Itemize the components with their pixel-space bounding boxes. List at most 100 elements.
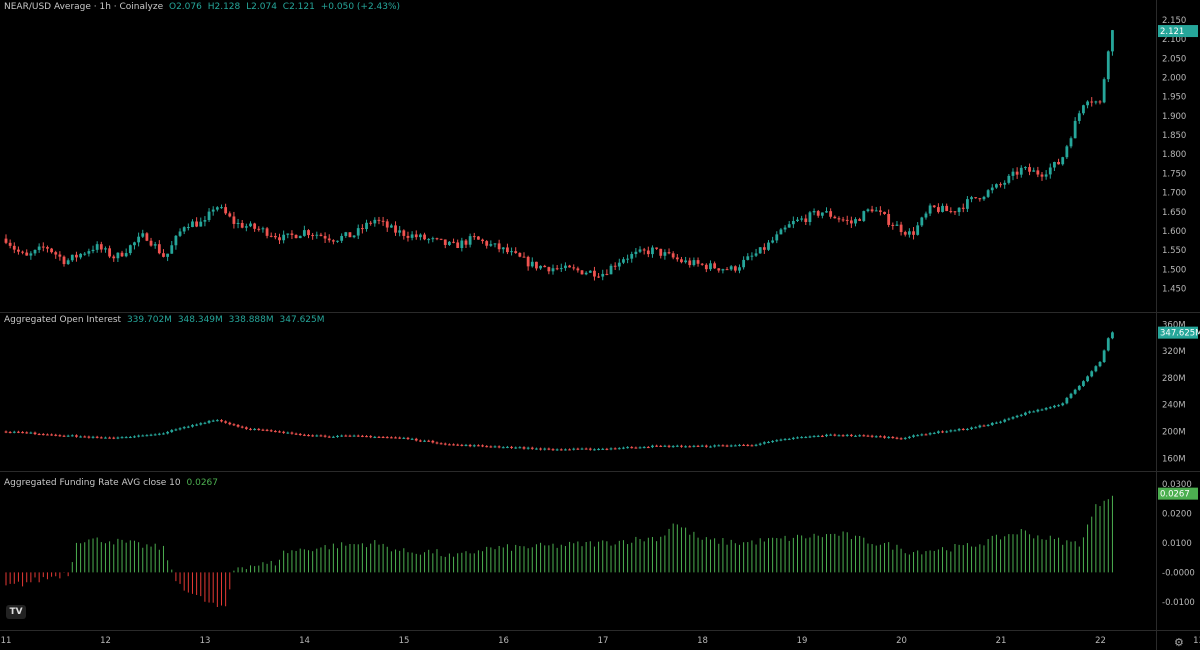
candle-body [559, 268, 563, 270]
candle-body [907, 231, 911, 235]
open-value: O2.076 [168, 2, 202, 12]
candle-body [825, 211, 828, 213]
oi-candle-body [866, 435, 870, 437]
oi-candle-body [530, 447, 534, 449]
candle-body [253, 223, 257, 229]
gear-icon[interactable]: ⚙ [1174, 636, 1184, 649]
oi-candle-body [878, 436, 882, 438]
candle-body [928, 205, 932, 214]
candle-body [273, 235, 277, 238]
oi-candle-body [630, 447, 634, 449]
funding-rate-pane[interactable]: Aggregated Funding Rate AVG close 10 0.0… [0, 472, 1200, 630]
candle-body [340, 235, 344, 241]
oi-candle-body [936, 431, 940, 433]
oi-candle-body [762, 442, 766, 444]
oi-candle-body [369, 436, 373, 438]
funding-rate-chart[interactable]: 0.0300 0.0200 0.0100 -0.0000 -0.0100 0.0267 [0, 472, 1200, 630]
oi-candle-body [302, 434, 306, 436]
pane-separator[interactable] [0, 471, 1200, 472]
candle-body [327, 238, 331, 241]
candle-body [617, 262, 621, 267]
candle-body [870, 209, 874, 212]
oi-candle-body [593, 449, 596, 451]
candle-body [593, 270, 596, 277]
oi-candle-body [796, 437, 799, 439]
candle-body [961, 207, 965, 209]
candle-body [91, 249, 95, 252]
oi-candle-body [588, 448, 592, 450]
funding-rate-value: 0.0267 [186, 478, 219, 488]
oi-candle-body [414, 438, 418, 441]
oi-candle-body [365, 436, 368, 438]
oi-candle-body [700, 445, 704, 447]
candle-body [348, 232, 352, 238]
candle-body [750, 255, 754, 257]
oi-candle-body [680, 445, 683, 447]
oi-candle-body [1028, 411, 1031, 413]
candle-body [1015, 171, 1019, 175]
candle-body [1102, 79, 1106, 103]
candle-body [837, 218, 841, 220]
candle-body [381, 220, 385, 222]
oi-candle-body [684, 446, 688, 448]
price-chart[interactable]: 2.150 2.100 2.050 2.000 1.950 1.900 1.850 1.800… [0, 0, 1200, 312]
oi-candle-body [659, 445, 663, 447]
x-tick-label: 18 [697, 636, 708, 646]
oi-candle-body [912, 435, 915, 437]
candle-body [978, 198, 982, 200]
oi-candle-body [228, 422, 232, 425]
candle-body [858, 219, 862, 221]
open-interest-pane[interactable]: Aggregated Open Interest 339.702M 348.34… [0, 313, 1200, 471]
oi-candle-body [721, 445, 725, 447]
candle-body [452, 241, 455, 243]
candle-body [12, 245, 16, 250]
candle-body [128, 245, 132, 254]
candle-body [999, 184, 1002, 186]
x-tick-label: 17 [598, 636, 609, 646]
oi-candle-body [966, 428, 969, 430]
candle-body [899, 224, 903, 233]
candle-body [360, 228, 364, 230]
candle-body [497, 243, 501, 250]
candle-body [684, 260, 688, 263]
candle-body [518, 252, 522, 257]
oi-candle-body [547, 448, 551, 450]
price-axis-border [1156, 0, 1157, 650]
oi-candle-body [688, 446, 692, 448]
oi-candle-body [754, 444, 758, 446]
x-tick-label: 20 [896, 636, 907, 646]
oi-candle-body [108, 437, 111, 439]
candle-body [733, 266, 737, 271]
candle-body [530, 261, 534, 267]
oi-candle-body [33, 432, 37, 435]
candle-body [290, 233, 294, 235]
oi-candle-body [535, 448, 538, 450]
tradingview-logo-icon[interactable]: TV [6, 605, 26, 619]
candle-body [1024, 167, 1027, 169]
x-tick-label: 11 [1, 636, 12, 646]
candle-body [1048, 167, 1052, 175]
oi-candle-body [207, 420, 211, 423]
y-tick-label: 1.700 [1162, 189, 1186, 199]
price-pane[interactable]: NEAR/USD Average · 1h · Coinalyze O2.076… [0, 0, 1200, 312]
candle-body [104, 248, 107, 250]
open-interest-chart[interactable]: 360M 320M 280M 240M 200M 160M 347.625M [0, 313, 1200, 471]
candle-body [344, 232, 348, 236]
candle-body [974, 197, 978, 199]
candle-body [199, 221, 203, 227]
candle-body [762, 247, 766, 250]
pane-separator[interactable] [0, 312, 1200, 313]
oi-candle-body [613, 448, 617, 450]
oi-candle-body [427, 440, 431, 442]
candle-body [804, 218, 808, 222]
oi-candle-body [1057, 405, 1060, 407]
oi-candle-body [874, 436, 878, 438]
oi-candle-body [257, 428, 261, 430]
candle-body [655, 247, 659, 249]
candle-body [373, 219, 377, 224]
oi-candle-body [820, 435, 824, 437]
candle-body [597, 276, 600, 278]
time-axis[interactable]: 11 12 13 14 15 16 17 18 19 20 21 22 13: [0, 630, 1200, 650]
oi-candle-body [833, 434, 837, 436]
y-tick-label: 1.450 [1162, 284, 1186, 294]
